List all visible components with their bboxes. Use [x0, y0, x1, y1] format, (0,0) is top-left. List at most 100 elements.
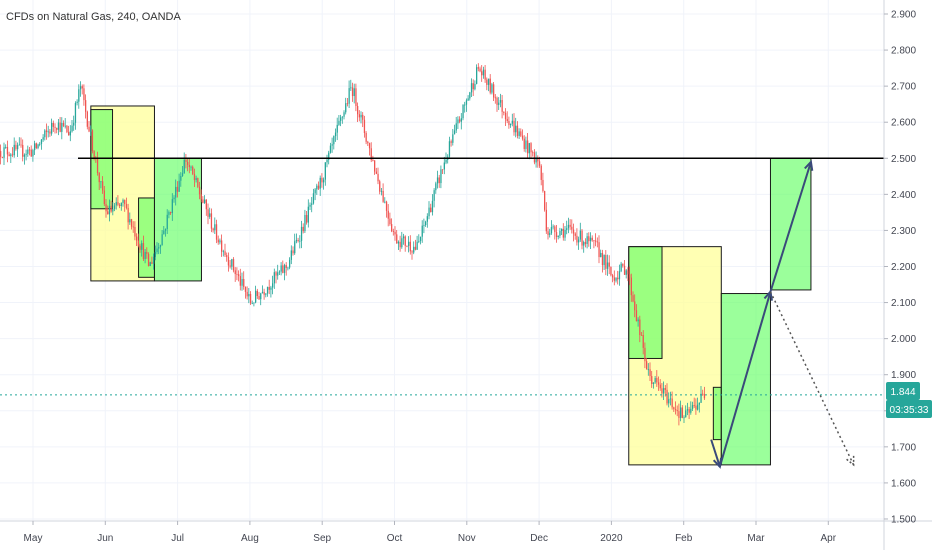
candle-body — [382, 190, 384, 202]
green-zone-box[interactable] — [628, 246, 663, 359]
candle-body — [163, 230, 165, 235]
candle-body — [161, 234, 163, 246]
candle-body — [76, 101, 78, 104]
candle-body — [91, 130, 94, 152]
dotted-projection-arrow[interactable] — [769, 291, 855, 466]
candle-body — [581, 230, 583, 246]
candle-body — [404, 236, 406, 246]
candle-body — [664, 388, 666, 390]
candle-body — [275, 272, 277, 276]
candle-body — [481, 71, 483, 76]
green-zone-box[interactable] — [138, 197, 155, 278]
candle-body — [113, 205, 116, 210]
candle-body — [630, 277, 632, 296]
candle-body — [612, 275, 614, 278]
candle-body — [476, 67, 478, 84]
candle-body — [79, 86, 82, 90]
candle-body — [557, 235, 559, 237]
candle-body — [151, 262, 153, 264]
candle-body — [110, 205, 112, 212]
candle-body — [311, 203, 313, 205]
green-zone-box[interactable] — [153, 157, 202, 282]
candle-body — [39, 143, 41, 145]
candle-body — [17, 145, 19, 150]
candle-body — [283, 265, 286, 273]
green-zone-box[interactable] — [90, 109, 114, 210]
candle-body — [149, 262, 151, 267]
candle-body — [37, 144, 39, 149]
candle-body — [530, 143, 532, 153]
current-price-label: 1.844 — [890, 387, 915, 398]
candle-body — [198, 186, 201, 195]
candle-body — [159, 245, 162, 248]
candle-body — [333, 136, 335, 145]
candle-body — [362, 114, 364, 120]
candle-body — [158, 247, 160, 249]
candle-body — [392, 231, 394, 232]
x-tick-label: Feb — [675, 533, 693, 544]
candle-body — [588, 236, 590, 242]
candle-body — [413, 246, 415, 253]
candle-body — [164, 229, 167, 231]
x-axis[interactable]: May Jun Jul Aug Sep Oct Nov Dec 2020 Feb Mar Apr — [24, 521, 837, 544]
candle-body — [686, 409, 689, 411]
candle-body — [62, 122, 65, 126]
candle-body — [215, 224, 218, 240]
candle-body — [651, 376, 653, 384]
candle-body — [436, 177, 439, 184]
candle-body — [642, 335, 644, 348]
candle-body — [238, 274, 240, 277]
candle-body — [266, 286, 269, 294]
candle-body — [316, 185, 318, 190]
candle-body — [15, 144, 17, 150]
candle-body — [690, 408, 692, 413]
candle-body — [171, 199, 173, 214]
candle-body — [423, 225, 425, 226]
candle-body — [105, 204, 107, 212]
candle-body — [623, 265, 626, 275]
x-tick-label: 2020 — [600, 533, 623, 544]
candle-body — [494, 97, 496, 99]
solid-projection-arrow[interactable] — [710, 439, 721, 467]
candle-body — [124, 199, 126, 205]
candle-body — [103, 190, 105, 205]
candle-body — [521, 135, 524, 139]
candle-body — [185, 159, 187, 162]
candle-body — [226, 255, 228, 257]
solid-projection-arrow[interactable] — [769, 161, 812, 293]
candle-body — [355, 88, 357, 106]
candle-body — [625, 270, 627, 275]
y-tick-label: 2.200 — [891, 262, 916, 273]
candle-body — [578, 239, 580, 243]
candle-body — [693, 405, 695, 406]
candle-body — [368, 143, 371, 149]
candle-body — [265, 293, 267, 295]
candle-body — [263, 291, 265, 295]
candle-body — [69, 131, 71, 136]
x-tick-label: Jun — [97, 533, 113, 544]
candle-body — [380, 190, 383, 192]
candle-body — [241, 278, 243, 286]
candle-body — [244, 286, 247, 292]
candle-body — [389, 218, 391, 225]
candle-body — [533, 152, 536, 163]
candle-body — [535, 158, 537, 163]
candle-body — [591, 237, 593, 241]
candle-body — [156, 248, 158, 253]
candle-body — [334, 132, 337, 137]
candle-body — [673, 407, 675, 410]
candle-body — [217, 239, 219, 243]
candle-body — [644, 347, 646, 362]
candle-body — [222, 251, 224, 253]
candle-body — [277, 272, 279, 276]
candle-body — [83, 88, 85, 101]
candle-body — [498, 102, 500, 105]
candle-body — [391, 224, 393, 232]
candle-body — [513, 120, 515, 133]
candle-body — [374, 160, 376, 172]
candle-body — [168, 212, 170, 215]
candle-body — [221, 240, 223, 252]
solid-projection-arrow[interactable] — [718, 291, 772, 467]
price-badge: 1.844 03:35:33 — [886, 382, 932, 418]
